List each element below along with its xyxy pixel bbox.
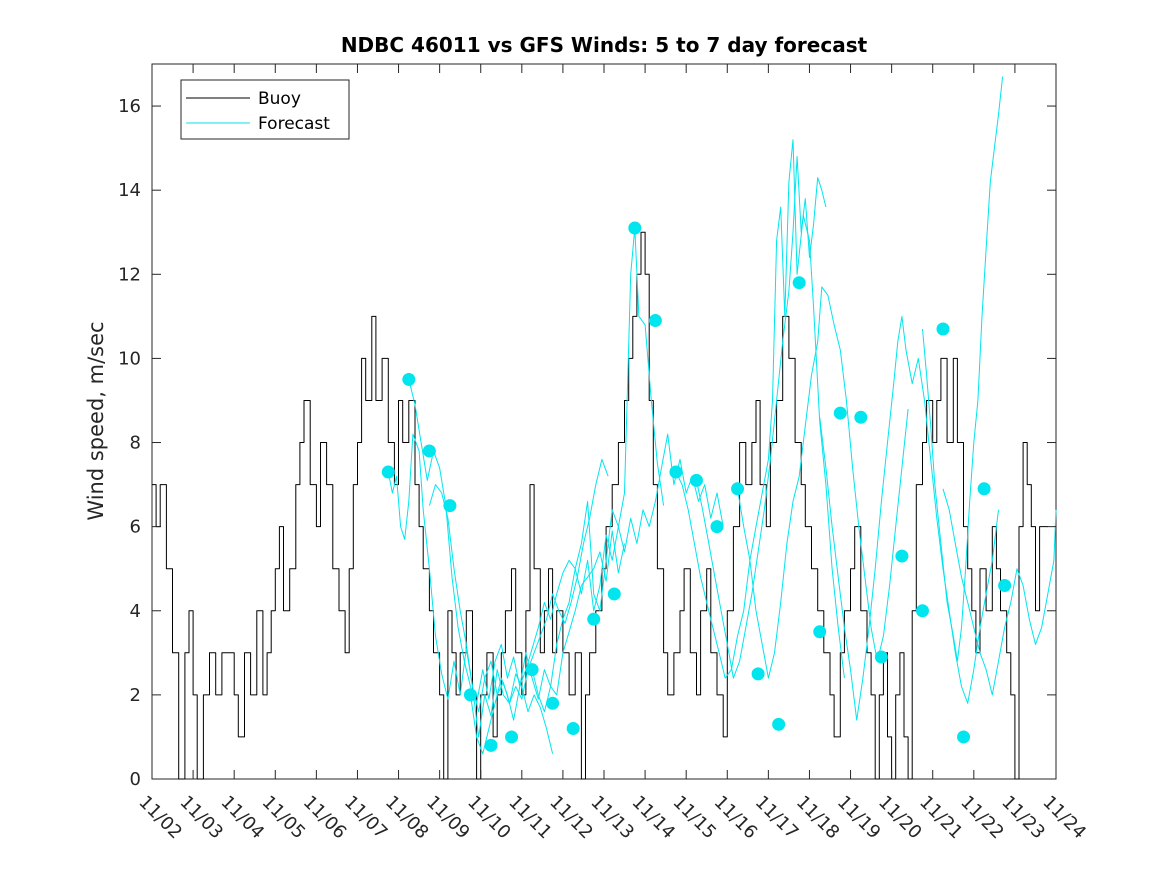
forecast-marker-4 (463, 688, 477, 702)
forecast-marker-8 (546, 696, 560, 710)
forecast-marker-27 (936, 322, 950, 336)
forecast-marker-3 (443, 499, 457, 513)
forecast-marker-14 (669, 465, 683, 479)
forecast-marker-10 (587, 612, 601, 626)
series-line-forecast-10 (922, 76, 1004, 662)
series-layer (152, 76, 1057, 780)
forecast-marker-6 (505, 730, 519, 744)
forecast-marker-21 (813, 625, 827, 639)
y-tick-label-6: 12 (118, 264, 141, 285)
forecast-marker-17 (731, 482, 745, 496)
y-axis-label: Wind speed, m/sec (84, 321, 108, 520)
plot-area: 024681012141611/0211/0311/0411/0511/0611… (118, 63, 1090, 843)
legend-box (180, 79, 350, 140)
series-line-forecast-6 (675, 139, 845, 679)
forecast-marker-12 (628, 221, 642, 235)
legend: Buoy Forecast (180, 79, 350, 140)
series-line-forecast-9 (819, 315, 999, 721)
y-tick-label-1: 2 (130, 685, 141, 706)
series-line-forecast-1 (387, 433, 554, 754)
forecast-marker-11 (607, 587, 621, 601)
y-tick-label-7: 14 (118, 180, 141, 201)
y-tick-label-2: 4 (130, 601, 141, 622)
y-tick-label-8: 16 (118, 96, 141, 117)
series-line-forecast-2 (408, 379, 625, 704)
forecast-marker-1 (402, 372, 416, 386)
forecast-marker-13 (648, 314, 662, 328)
forecast-marker-0 (381, 465, 395, 479)
forecast-marker-9 (566, 722, 580, 736)
forecast-marker-16 (710, 520, 724, 534)
forecast-marker-29 (977, 482, 991, 496)
y-tick-label-5: 10 (118, 348, 141, 369)
forecast-marker-26 (915, 604, 929, 618)
series-line-forecast-11 (942, 488, 1057, 696)
forecast-marker-5 (484, 738, 498, 752)
forecast-marker-25 (895, 549, 909, 563)
forecast-marker-18 (751, 667, 765, 681)
forecast-marker-23 (854, 410, 868, 424)
chart-title: NDBC 46011 vs GFS Winds: 5 to 7 day fore… (341, 33, 868, 57)
forecast-marker-2 (422, 444, 436, 458)
forecast-marker-20 (792, 276, 806, 290)
forecast-marker-28 (957, 730, 971, 744)
forecast-marker-19 (772, 717, 786, 731)
forecast-marker-22 (833, 406, 847, 420)
marker-layer (381, 221, 1012, 752)
y-tick-label-3: 6 (130, 517, 141, 538)
legend-label-buoy: Buoy (258, 89, 301, 109)
series-line-forecast-7 (696, 156, 827, 679)
axes-box (151, 63, 1057, 780)
legend-label-forecast: Forecast (258, 114, 330, 134)
y-tick-label-4: 8 (130, 433, 141, 454)
forecast-marker-7 (525, 663, 539, 677)
forecast-marker-30 (998, 579, 1012, 593)
forecast-marker-24 (874, 650, 888, 664)
series-line-buoy (152, 231, 1048, 780)
y-tick-label-0: 0 (130, 769, 141, 790)
series-line-forecast-4 (470, 227, 665, 755)
forecast-marker-15 (689, 473, 703, 487)
